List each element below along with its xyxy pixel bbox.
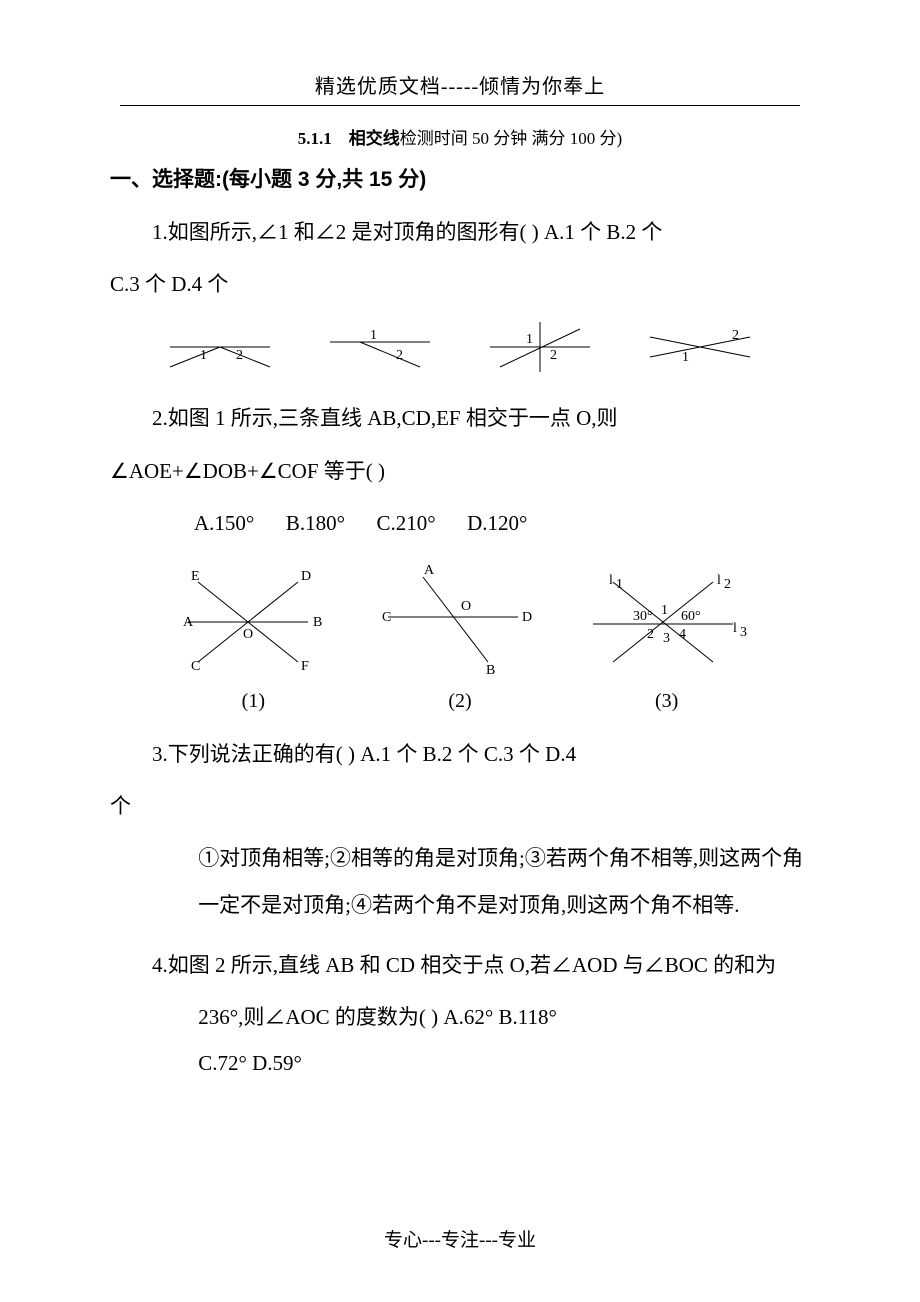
svg-text:2: 2: [236, 348, 243, 363]
svg-text:1: 1: [200, 348, 207, 363]
svg-text:2: 2: [732, 328, 739, 343]
q1-figure-row: 12 12 12 12: [110, 317, 810, 377]
svg-text:A: A: [424, 563, 435, 578]
section-1-heading: 一、选择题:(每小题 3 分,共 15 分): [110, 163, 810, 193]
svg-text:O: O: [461, 599, 471, 614]
q1-line2: C.3 个 D.4 个: [110, 261, 810, 307]
q1-diagram-1: 12: [160, 317, 280, 377]
svg-text:B: B: [313, 615, 322, 630]
figure-2: A B C D O: [378, 562, 533, 682]
svg-text:l: l: [609, 573, 613, 588]
svg-text:D: D: [522, 610, 532, 625]
svg-text:1: 1: [526, 332, 533, 347]
q1-line1: 1.如图所示,∠1 和∠2 是对顶角的图形有( ) A.1 个 B.2 个: [110, 209, 810, 255]
q2-options: A.150° B.180° C.210° D.120°: [110, 500, 810, 546]
svg-text:3: 3: [663, 631, 670, 646]
figure-1: A B C D E F O: [173, 562, 328, 682]
svg-text:B: B: [486, 663, 495, 678]
q2-line1: 2.如图 1 所示,三条直线 AB,CD,EF 相交于一点 O,则: [110, 395, 810, 441]
svg-text:O: O: [243, 627, 253, 642]
title-bold: 相交线: [349, 129, 400, 148]
q1-diagram-4: 12: [640, 317, 760, 377]
q3-line2: 个: [110, 783, 810, 829]
figcap-2: (2): [448, 690, 471, 713]
q4-line1: 4.如图 2 所示,直线 AB 和 CD 相交于点 O,若∠AOD 与∠BOC …: [110, 942, 810, 988]
svg-text:l: l: [733, 621, 737, 636]
title-rest: 检测时间 50 分钟 满分 100 分): [400, 129, 622, 148]
svg-text:l: l: [717, 573, 721, 588]
q4-line3: C.72° D.59°: [198, 1040, 810, 1086]
svg-text:A: A: [183, 615, 194, 630]
svg-text:2: 2: [550, 348, 557, 363]
svg-text:C: C: [191, 659, 200, 674]
q4-line2: 236°,则∠AOC 的度数为( ) A.62° B.118°: [198, 994, 810, 1040]
svg-text:2: 2: [724, 577, 731, 592]
figure-3: l1l2l330°60°1234: [583, 562, 748, 682]
q2-figure-row: ABCDEFO ABCDO l1l2l330°60°1234: [110, 562, 810, 682]
svg-text:4: 4: [679, 627, 686, 642]
title-line: 5.1.1 相交线检测时间 50 分钟 满分 100 分): [110, 124, 810, 149]
q1-diagram-3: 12: [480, 317, 600, 377]
svg-text:1: 1: [370, 328, 377, 343]
doc-footer: 专心---专注---专业: [0, 1225, 920, 1252]
q3-line1: 3.下列说法正确的有( ) A.1 个 B.2 个 C.3 个 D.4: [110, 731, 810, 777]
svg-text:2: 2: [396, 348, 403, 363]
svg-text:2: 2: [647, 627, 654, 642]
figcap-3: (3): [655, 690, 678, 713]
q3-statements: ①对顶角相等;②相等的角是对顶角;③若两个角不相等,则这两个角一定不是对顶角;④…: [198, 835, 810, 927]
q2-line2: ∠AOE+∠DOB+∠COF 等于( ): [110, 448, 810, 494]
svg-text:1: 1: [616, 577, 623, 592]
svg-text:30°: 30°: [633, 609, 653, 624]
svg-text:1: 1: [661, 603, 668, 618]
svg-text:3: 3: [740, 625, 747, 640]
q1-diagram-2: 12: [320, 317, 440, 377]
svg-text:F: F: [301, 659, 309, 674]
page: 精选优质文档-----倾情为你奉上 5.1.1 相交线检测时间 50 分钟 满分…: [0, 0, 920, 1302]
svg-text:D: D: [301, 569, 311, 584]
figcap-1: (1): [242, 690, 265, 713]
title-number: 5.1.1: [298, 129, 332, 148]
figure-caption-row: (1) (2) (3): [150, 690, 770, 713]
svg-text:60°: 60°: [681, 609, 701, 624]
svg-text:E: E: [191, 569, 200, 584]
doc-top-header: 精选优质文档-----倾情为你奉上: [120, 70, 800, 106]
svg-text:C: C: [382, 610, 391, 625]
svg-text:1: 1: [682, 350, 689, 365]
